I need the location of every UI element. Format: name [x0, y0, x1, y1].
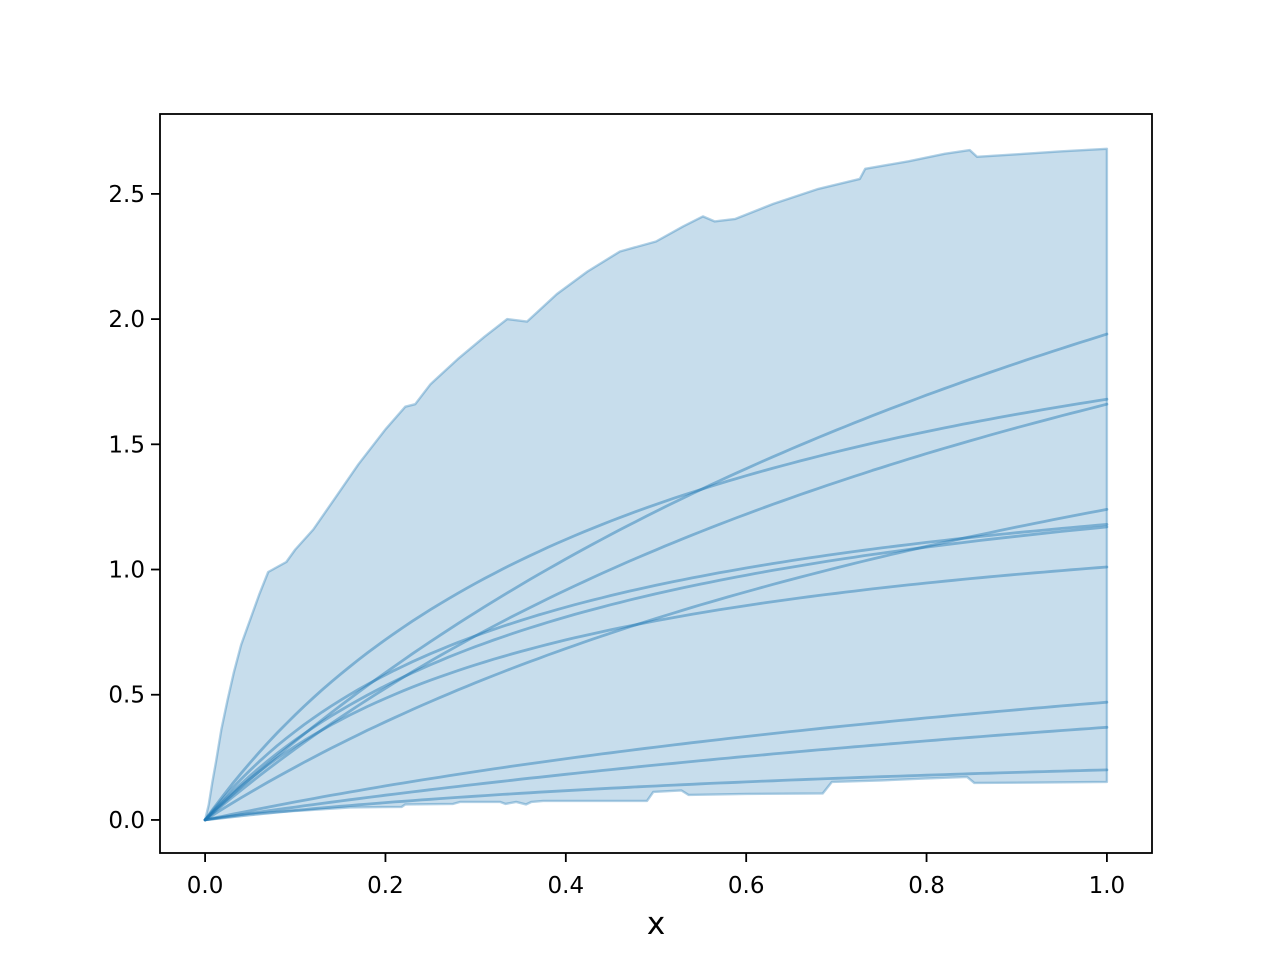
y-tick-label: 1.0 [108, 558, 145, 584]
y-tick-labels: 0.0 0.5 1.0 1.5 2.0 2.5 [108, 182, 145, 834]
y-tick-label: 2.0 [108, 307, 145, 333]
x-tick-labels: 0.0 0.2 0.4 0.6 0.8 1.0 [187, 873, 1125, 899]
sample-10-curve [203, 768, 1109, 822]
axes-layer [151, 113, 1153, 862]
sample-8-curve [203, 700, 1109, 822]
x-tick-label: 0.4 [548, 873, 585, 899]
x-tick-label: 0.0 [187, 873, 224, 899]
x-tick-label: 0.8 [908, 873, 945, 899]
y-tick-label: 1.5 [108, 432, 145, 458]
sample-2-curve [203, 397, 1109, 822]
sample-7-curve [203, 565, 1109, 822]
sample-4-curve [203, 508, 1109, 822]
sample-6-curve [203, 525, 1109, 822]
sample-1-curve [203, 332, 1109, 822]
sample-curves-layer [203, 332, 1109, 822]
plot-spines [159, 113, 1153, 854]
confidence-band-layer [203, 147, 1109, 822]
x-tick-label: 1.0 [1089, 873, 1126, 899]
x-tick-label: 0.2 [367, 873, 404, 899]
x-tick-label: 0.6 [728, 873, 765, 899]
confidence-band [203, 147, 1109, 822]
sample-3-curve [203, 402, 1109, 822]
y-tick-label: 0.5 [108, 683, 145, 709]
y-tick-label: 2.5 [108, 182, 145, 208]
sample-9-curve [203, 725, 1109, 822]
y-tick-label: 0.0 [108, 808, 145, 834]
sample-5-curve [203, 523, 1109, 822]
x-axis-label: x [647, 906, 665, 942]
